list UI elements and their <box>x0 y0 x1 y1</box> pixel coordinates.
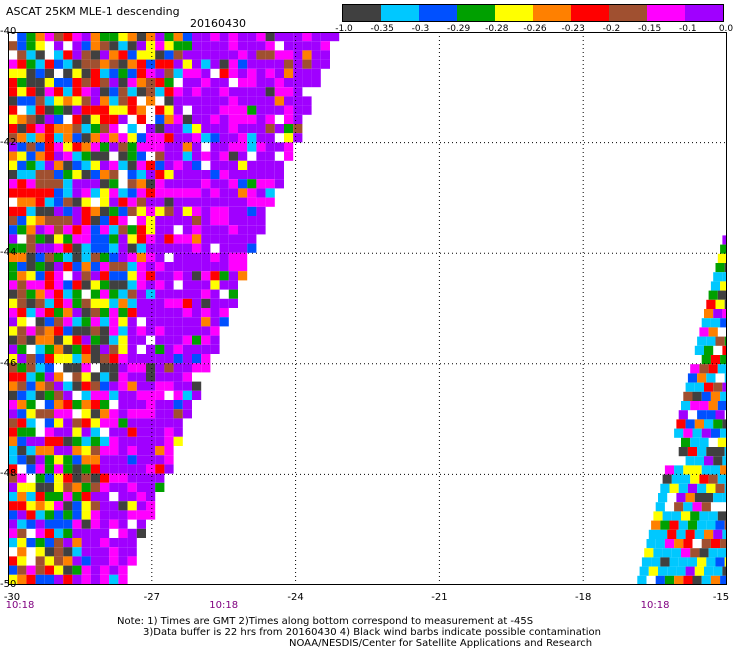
colorbar-segment <box>647 5 685 21</box>
lon-tick-label: -27 <box>143 592 160 603</box>
colorbar-label: -0.26 <box>523 24 547 34</box>
lat-tick-label: -40 <box>0 26 17 37</box>
colorbar-label: -0.28 <box>485 24 509 34</box>
colorbar-label: -0.15 <box>637 24 662 34</box>
colorbar-label: -0.3 <box>411 24 430 34</box>
colorbar-label: -0.35 <box>370 24 394 34</box>
colorbar-segment <box>457 5 495 21</box>
lat-tick-label: -50 <box>0 579 17 590</box>
time-label: 10:18 <box>5 600 35 611</box>
colorbar-label: 0.0 <box>718 24 734 34</box>
lon-tick-label: -30 <box>3 592 21 603</box>
colorbar-label: -0.23 <box>561 24 585 34</box>
lon-tick-label: -18 <box>575 592 592 603</box>
lat-tick-label: -42 <box>0 136 17 148</box>
colorbar-segment <box>343 5 381 21</box>
colorbar-label: -0.2 <box>602 24 621 34</box>
note-line-1: Note: 1) Times are GMT 2)Times along bot… <box>117 616 534 627</box>
lat-tick-label: -46 <box>0 357 17 369</box>
colorbar-segment <box>571 5 609 21</box>
plot-frame <box>8 32 727 585</box>
colorbar-segment <box>381 5 419 21</box>
colorbar <box>342 4 724 22</box>
colorbar-labels: -1.0 -0.35 -0.3 -0.29 -0.28 -0.26 -0.23 -0.2 -0.… <box>335 24 736 36</box>
map-date: 20160430 <box>190 17 246 30</box>
swath-pixels <box>8 32 727 585</box>
lon-tick-label: -15 <box>712 592 730 603</box>
colorbar-segment <box>495 5 533 21</box>
time-label: 10:18 <box>209 600 239 611</box>
note-line-2: 3)Data buffer is 22 hrs from 20160430 4)… <box>143 627 601 638</box>
colorbar-label: -0.1 <box>679 24 697 34</box>
colorbar-label: -1.0 <box>335 24 353 34</box>
lon-tick-label: -24 <box>287 592 304 603</box>
time-label: 10:18 <box>640 600 670 611</box>
colorbar-segment <box>685 5 723 21</box>
map-canvas <box>8 32 727 585</box>
colorbar-label: -0.29 <box>446 24 471 34</box>
map-title: ASCAT 25KM MLE-1 descending <box>6 5 180 18</box>
colorbar-segment <box>419 5 457 21</box>
colorbar-segment <box>609 5 647 21</box>
lon-tick-label: -21 <box>431 592 448 603</box>
lat-tick-label: -44 <box>0 247 17 259</box>
grid-lines <box>8 32 727 585</box>
note-line-3: NOAA/NESDIS/Center for Satellite Applica… <box>289 638 593 649</box>
map-plot <box>8 32 727 585</box>
colorbar-segment <box>533 5 571 21</box>
lat-tick-label: -48 <box>0 468 17 480</box>
